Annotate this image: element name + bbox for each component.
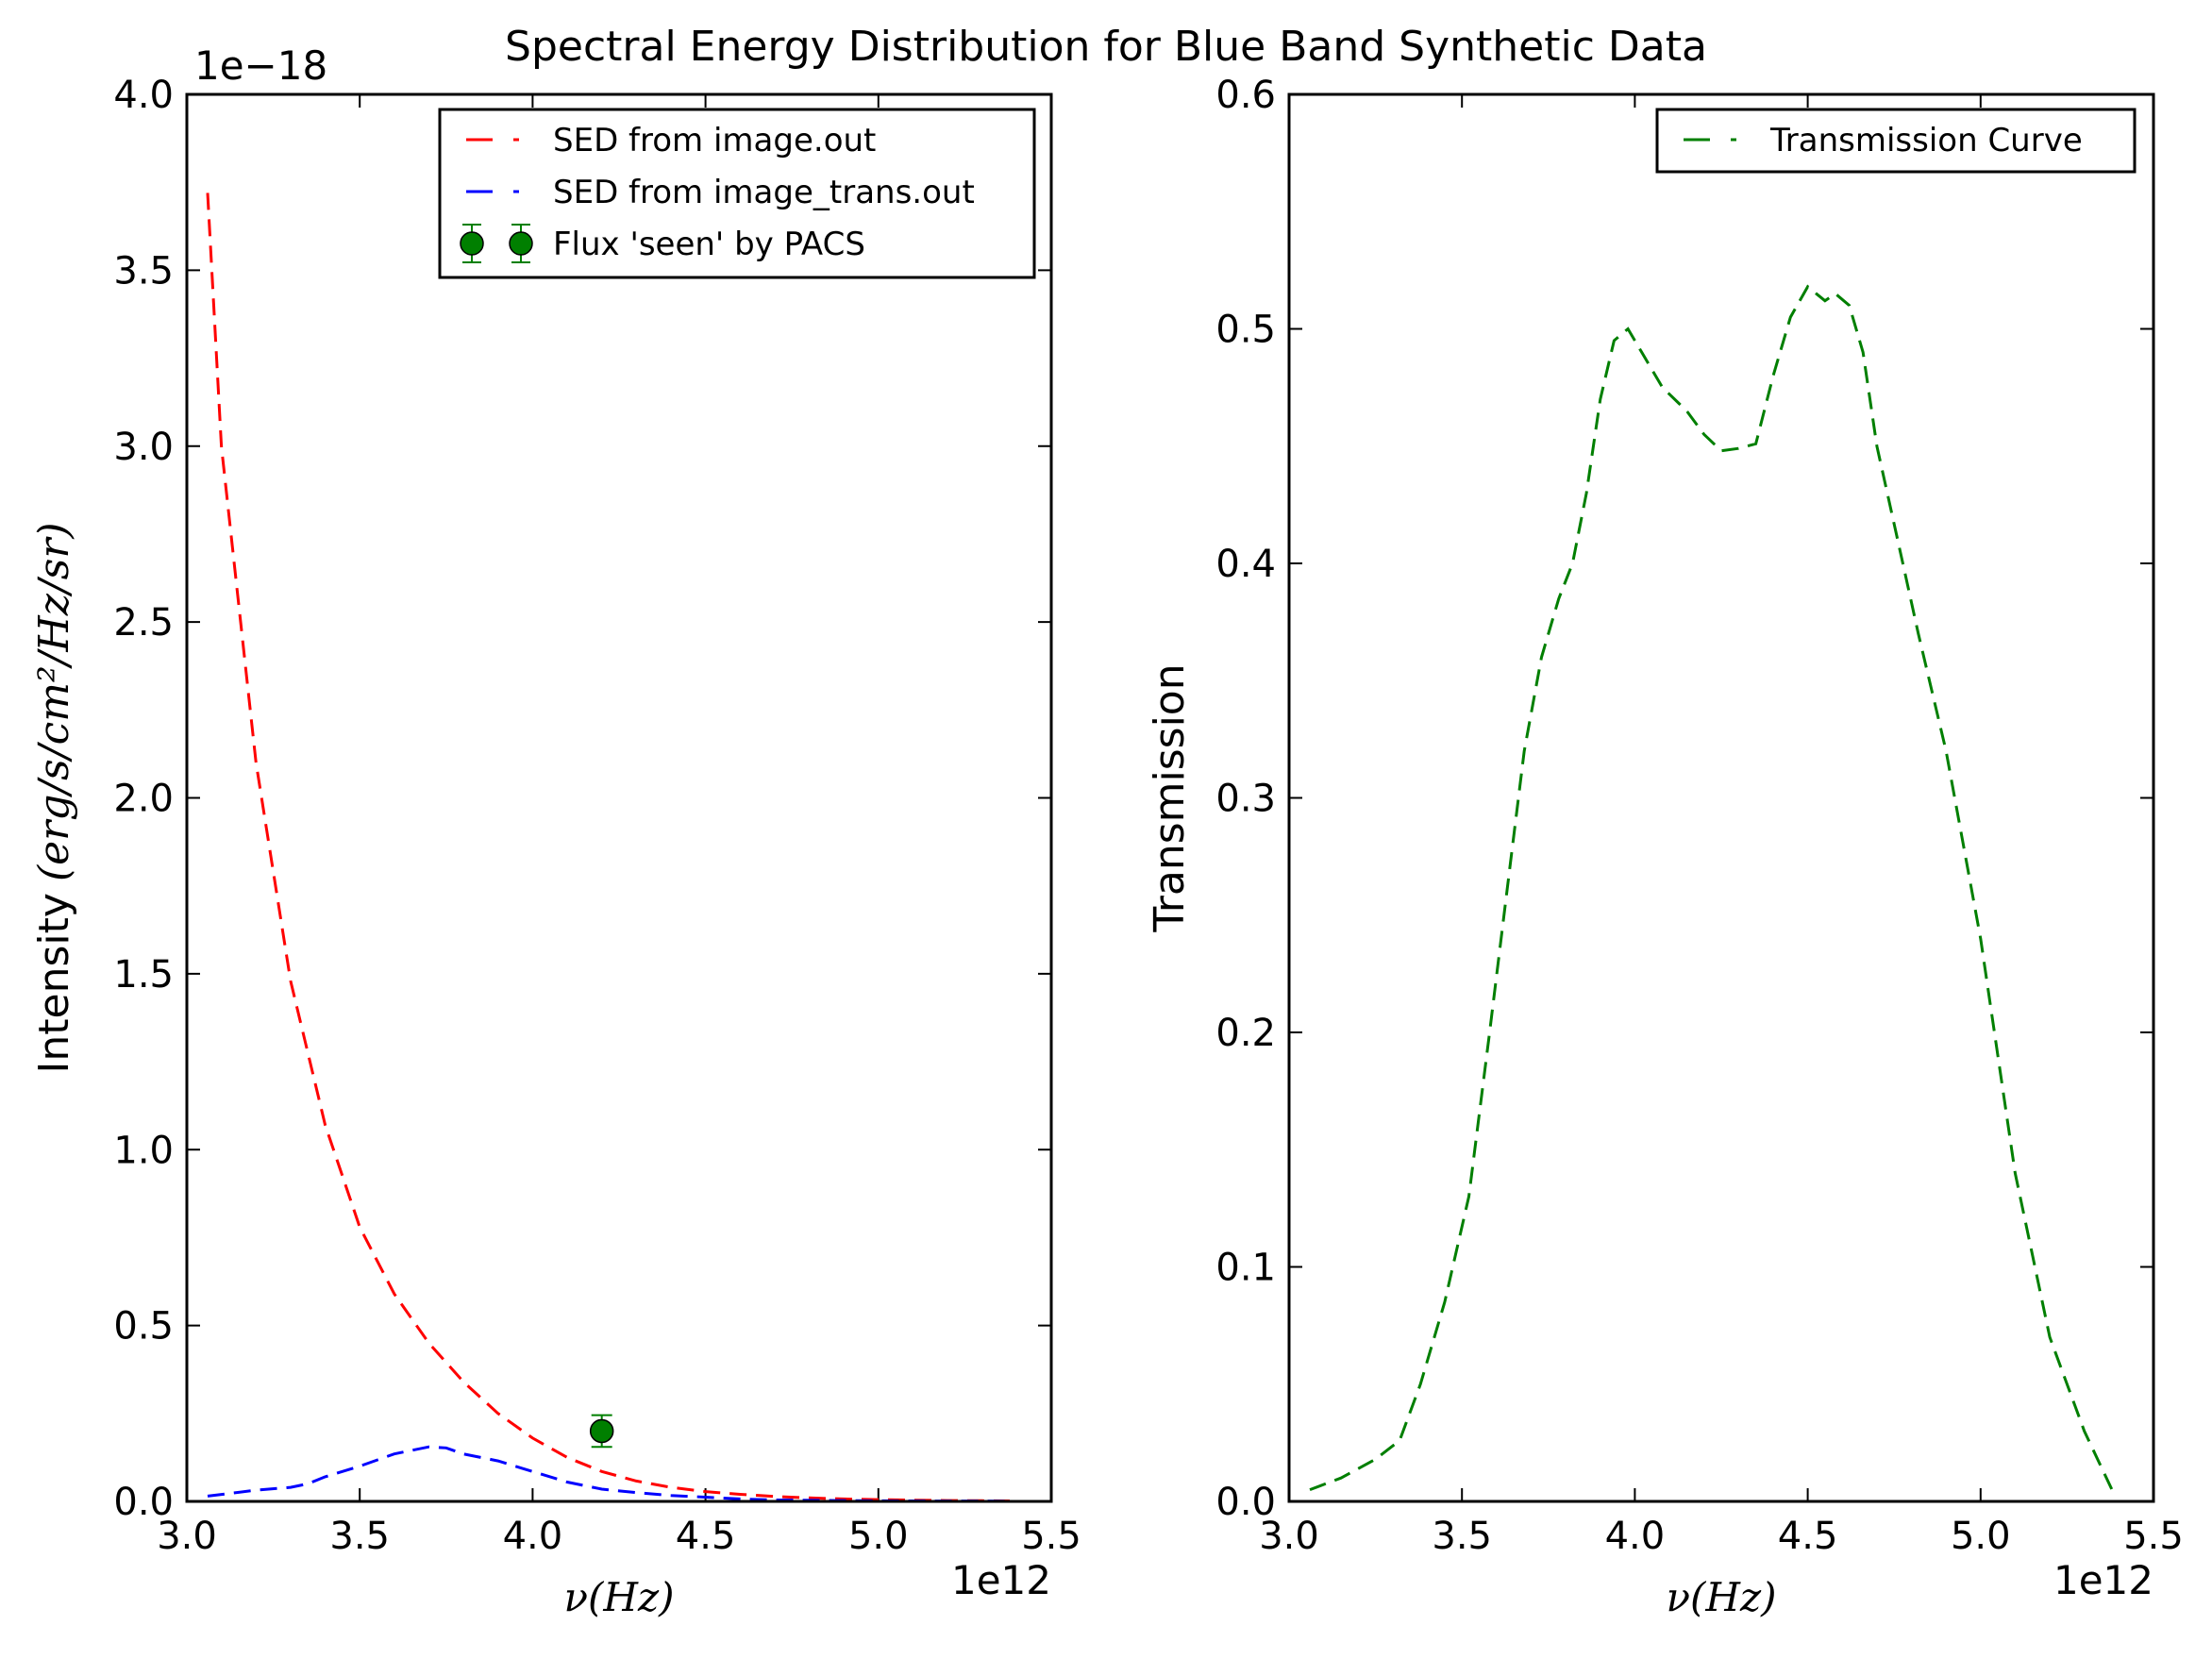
x-tick-label: 4.5	[1778, 1515, 1838, 1558]
y-tick-label: 0.2	[1215, 1012, 1276, 1055]
y-tick-label: 0.4	[1215, 543, 1276, 586]
x-axis-label: ν(Hz)	[563, 1574, 674, 1620]
x-offset-label: 1e12	[951, 1557, 1051, 1603]
y-axis-label: Transmission	[1146, 663, 1194, 932]
x-tick-label: 4.0	[1605, 1515, 1666, 1558]
x-tick-label: 4.5	[676, 1515, 736, 1558]
x-tick-label: 5.5	[2123, 1515, 2184, 1558]
y-tick-label: 2.5	[113, 601, 174, 645]
figure-title: Spectral Energy Distribution for Blue Ba…	[505, 23, 1707, 71]
x-tick-label: 3.5	[1432, 1515, 1492, 1558]
x-tick-label: 3.0	[157, 1515, 217, 1558]
y-tick-label: 0.5	[1215, 309, 1276, 352]
legend-label: SED from image.out	[553, 122, 876, 159]
y-offset-label: 1e−18	[194, 42, 327, 89]
y-axis-label-units: (erg/s/cm²/Hz/sr)	[30, 522, 78, 881]
y-tick-label: 3.5	[113, 249, 174, 293]
transmission-panel: 3.0 3.5 4.0 4.5 5.0 5.5 0.0 0.1 0.2 0.3 0.4 0.5 0.6 ν…	[1146, 74, 2184, 1620]
y-tick-label: 0.0	[113, 1481, 174, 1524]
axes-frame	[185, 92, 1053, 1503]
x-tick-label: 5.0	[1951, 1515, 2011, 1558]
x-tick-label: 3.5	[329, 1515, 390, 1558]
series-line-0	[206, 193, 1011, 1501]
y-tick-label: 0.6	[1215, 74, 1276, 117]
legend-marker	[460, 231, 484, 256]
x-offset-label: 1e12	[2053, 1557, 2153, 1603]
legend: Transmission Curve	[1655, 108, 2137, 174]
legend-frame	[1655, 108, 2137, 174]
legend-frame	[438, 108, 1036, 279]
legend-label: Flux 'seen' by PACS	[553, 226, 865, 263]
x-tick-label: 3.0	[1259, 1515, 1319, 1558]
x-tick-label: 5.5	[1021, 1515, 1081, 1558]
legend: SED from image.out SED from image_trans.o…	[438, 108, 1036, 279]
y-tick-label: 1.0	[113, 1129, 174, 1172]
plot-area	[1309, 284, 2114, 1492]
series-line-1	[207, 1445, 1011, 1501]
axes-frame	[1287, 92, 2155, 1503]
x-axis-label: ν(Hz)	[1666, 1574, 1776, 1620]
y-axis-label: Intensity (erg/s/cm²/Hz/sr)	[30, 522, 78, 1073]
y-tick-label: 1.5	[113, 953, 174, 997]
sed-panel: 3.0 3.5 4.0 4.5 5.0 5.5 0.0 0.5 1.0 1.5 2.0 2.5 3.0 3…	[30, 42, 1081, 1620]
legend-marker	[509, 231, 533, 256]
y-tick-label: 0.0	[1215, 1481, 1276, 1524]
legend-label: Transmission Curve	[1769, 122, 2083, 159]
x-tick-label: 5.0	[848, 1515, 909, 1558]
series-line-0	[1309, 284, 2114, 1492]
data-point	[589, 1418, 614, 1444]
y-tick-label: 0.1	[1215, 1247, 1276, 1290]
plot-area	[206, 193, 1011, 1501]
y-tick-label: 3.0	[113, 426, 174, 469]
y-axis-label-text: Intensity	[30, 893, 78, 1074]
y-tick-label: 4.0	[113, 74, 174, 117]
y-tick-label: 0.3	[1215, 778, 1276, 821]
legend-label: SED from image_trans.out	[553, 174, 975, 211]
y-tick-label: 2.0	[113, 778, 174, 821]
y-tick-label: 0.5	[113, 1305, 174, 1349]
x-tick-label: 4.0	[503, 1515, 563, 1558]
